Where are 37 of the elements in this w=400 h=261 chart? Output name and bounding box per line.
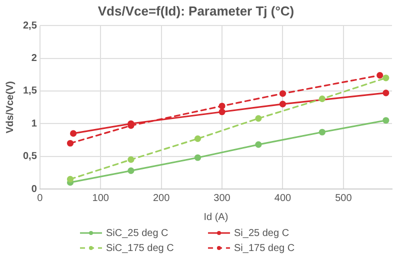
y-tick-label: 2,5 (22, 20, 38, 32)
legend-label: Si_175 deg C (234, 242, 295, 254)
y-tick-label: 1,5 (22, 86, 38, 97)
point (255, 141, 262, 148)
y-tick-label: 0 (31, 184, 38, 195)
point (382, 90, 390, 96)
x-tick-label: 300 (214, 192, 231, 204)
x-tick-label: 500 (335, 192, 352, 204)
point (382, 74, 390, 82)
point (279, 100, 286, 108)
x-axis-title: Id (A) (204, 212, 228, 223)
legend-label: Si_25 deg C (234, 228, 290, 239)
y-tick-label: 2 (31, 53, 38, 64)
point (194, 135, 202, 142)
point (255, 115, 262, 122)
point (376, 72, 384, 79)
point (194, 154, 202, 161)
point (128, 167, 134, 174)
y-tick-label: 0,5 (22, 151, 38, 162)
point (318, 128, 326, 136)
point (218, 102, 226, 110)
x-tick-label: 400 (274, 192, 292, 204)
point (66, 140, 74, 147)
point (128, 156, 134, 163)
legend-label: SiC_25 deg C (106, 228, 168, 239)
y-tick-label: 1 (31, 118, 38, 130)
x-tick-label: 200 (152, 192, 170, 204)
point (318, 96, 326, 102)
point (279, 90, 286, 97)
x-tick-label: 100 (92, 192, 110, 204)
point (66, 176, 74, 182)
point (70, 130, 77, 137)
point (218, 108, 226, 116)
point (382, 117, 390, 124)
chart-title: Vds/Vce=f(Id): Parameter Tj (°C) (98, 3, 294, 18)
y-axis-title: Vds/Vce(V) (4, 81, 16, 134)
legend-label: SiC_175 deg C (106, 242, 174, 254)
